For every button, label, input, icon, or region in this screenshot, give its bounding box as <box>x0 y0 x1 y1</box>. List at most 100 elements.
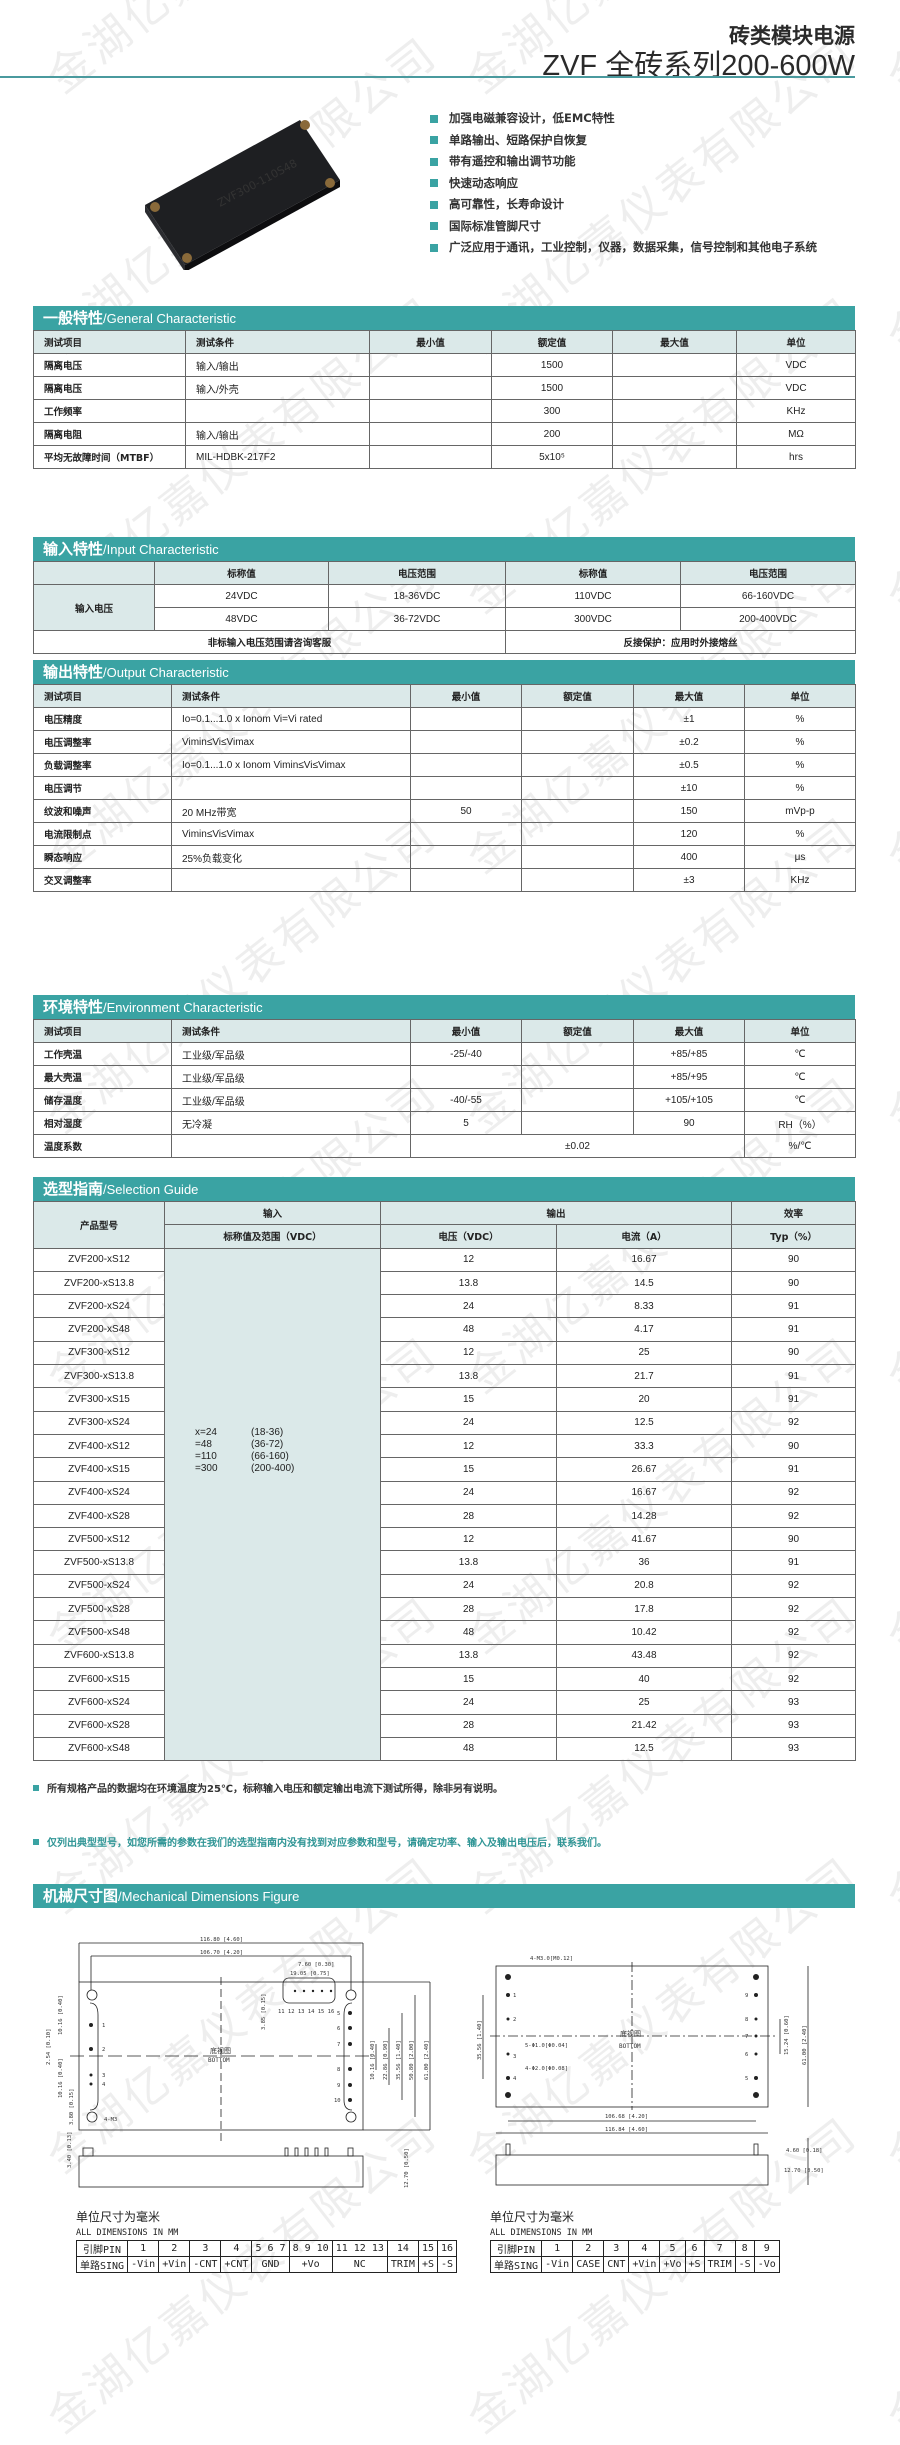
section-title-en: /Input Characteristic <box>103 542 219 557</box>
table-cell: 92 <box>731 1410 857 1435</box>
table-cell: 工业级/军品级 <box>171 1042 411 1066</box>
table-cell: 90 <box>731 1270 857 1296</box>
table-cell: 10.42 <box>555 1620 733 1645</box>
table-cell <box>521 730 634 754</box>
section-title-cn: 输出特性 <box>43 663 104 681</box>
feature-item: 国际标准管脚尺寸 <box>430 216 817 238</box>
watermark-text: 金湖亿嘉仪表有限公司 <box>31 0 449 105</box>
table-cell: 测试项目 <box>33 330 186 354</box>
feature-text: 国际标准管脚尺寸 <box>449 218 541 233</box>
table-cell: 14.28 <box>555 1503 733 1529</box>
table-cell <box>521 868 634 892</box>
table-cell: 90 <box>633 1111 745 1135</box>
table-cell: 标称值 <box>154 561 329 585</box>
table-cell: 电压调整率 <box>33 730 172 754</box>
sign-row: 单路SING -Vin +Vin -CNT +CNT GND +Vo NC TRIM +S -S <box>75 2256 458 2273</box>
table-row: 纹波和噪声 20 MHz带宽 50 150 mVp-p <box>33 799 856 823</box>
table-cell: 12 <box>380 1340 557 1366</box>
table-cell: 输入电压 <box>33 584 155 631</box>
table-cell: ZVF300-xS13.8 <box>33 1364 165 1389</box>
table-cell: 200 <box>491 422 613 446</box>
table-cell: ZVF200-xS13.8 <box>33 1270 165 1296</box>
table-cell <box>410 868 522 892</box>
table-header-row: 产品型号 输入 输出 效率 <box>33 1200 857 1249</box>
table-cell: % <box>744 753 856 777</box>
table-cell: 测试条件 <box>185 330 370 354</box>
table-cell: Io=0.1...1.0 x Ionom Vimin≤Vi≤Vimax <box>171 753 411 777</box>
table-cell: 91 <box>731 1457 857 1482</box>
table-cell <box>185 399 370 423</box>
table-cell: +105/+105 <box>633 1088 745 1112</box>
dim-label: 4-M3 <box>104 2117 117 2123</box>
table-cell: ±3 <box>633 868 745 892</box>
table-row: ZVF500-xS24 24 20.8 92 <box>33 1573 857 1599</box>
table-cell: KHz <box>744 868 856 892</box>
pin-label: 7 <box>745 2034 748 2040</box>
table-cell: 110VDC <box>505 584 681 608</box>
table-row: ZVF500-xS48 48 10.42 92 <box>33 1620 857 1645</box>
table-cell: 测试条件 <box>171 684 411 708</box>
table-row: ZVF500-xS13.8 13.8 36 91 <box>33 1550 857 1575</box>
feature-text: 带有遥控和输出调节功能 <box>449 154 576 168</box>
table-cell: -S <box>734 2256 755 2273</box>
table-row: 非标输入电压范围请咨询客服 反接保护：应用时外接熔丝 <box>33 630 856 654</box>
table-cell: 电压（VDC） <box>380 1224 557 1249</box>
table-cell: 93 <box>731 1690 857 1715</box>
table-cell: -Vin <box>127 2256 160 2273</box>
bullet-icon <box>33 1784 39 1791</box>
pin-label: 2 <box>513 2017 516 2023</box>
table-cell: 标称值 <box>505 561 681 585</box>
unit-note-cn: 单位尺寸为毫米 <box>490 2210 575 2224</box>
table-cell: 2 <box>158 2240 191 2257</box>
table-cell: 48 <box>380 1317 557 1342</box>
input-range: (66-160) <box>251 1450 289 1462</box>
table-row: ZVF600-xS48 48 12.5 93 <box>33 1736 857 1762</box>
table-cell: 28 <box>380 1713 557 1738</box>
table-cell: 90 <box>731 1247 857 1272</box>
table-row: 电压调节 ±10% <box>33 776 856 800</box>
table-cell: TRIM <box>703 2256 736 2273</box>
watermark-text: 金湖亿嘉仪表有限公司 <box>877 1327 900 1664</box>
table-row: ZVF400-xS12 12 33.3 90 <box>33 1433 857 1459</box>
table-cell: 25 <box>555 1340 733 1366</box>
section-title-cn: 机械尺寸图 <box>43 1887 119 1905</box>
table-cell: % <box>744 822 856 846</box>
table-cell <box>521 1088 634 1112</box>
dim-label: 4.60 [0.18] <box>786 2148 822 2154</box>
table-row: ZVF300-xS12 12 25 90 <box>33 1340 857 1366</box>
dim-label: 61.00 [2.40] <box>424 2040 430 2080</box>
table-cell: 9 <box>753 2240 780 2257</box>
dim-label: 3.80 [0.15] <box>69 2089 75 2125</box>
input-code: =48 <box>195 1438 212 1450</box>
table-cell: 16.67 <box>555 1480 733 1505</box>
table-cell: ±10 <box>633 776 745 800</box>
table-cell: 15 <box>380 1666 557 1692</box>
dim-label: 22.86 [0.90] <box>383 2040 389 2080</box>
dim-label: 15.24 [0.60] <box>784 2015 790 2055</box>
table-cell: ZVF200-xS48 <box>33 1317 165 1342</box>
table-cell: +Vo <box>288 2256 333 2273</box>
table-cell: 12 <box>380 1527 557 1552</box>
table-cell: ZVF600-xS48 <box>33 1736 165 1762</box>
table-cell: 120 <box>633 822 745 846</box>
table-cell: 无冷凝 <box>171 1111 411 1135</box>
table-cell: ±1 <box>633 707 745 731</box>
table-cell: 93 <box>731 1713 857 1738</box>
table-cell: 13.8 <box>380 1270 557 1296</box>
table-cell: 产品型号 <box>33 1201 165 1249</box>
table-cell: ZVF600-xS28 <box>33 1713 165 1738</box>
table-row: 储存温度 工业级/军品级 -40/-55 +105/+105 ℃ <box>33 1088 856 1112</box>
table-cell: 1500 <box>491 376 613 400</box>
environment-characteristic-section: 环境特性/Environment Characteristic 测试项目 测试条件… <box>33 995 856 1158</box>
table-cell: NC <box>331 2256 388 2273</box>
table-cell: TRIM <box>386 2256 419 2273</box>
table-cell: 16.67 <box>555 1247 733 1272</box>
table-cell: ZVF500-xS12 <box>33 1527 165 1552</box>
table-cell: 输入/输出 <box>185 353 370 377</box>
table-cell: 额定值 <box>521 684 634 708</box>
table-cell <box>171 776 411 800</box>
table-cell <box>521 1111 634 1135</box>
dim-label: 10.16 [0.40] <box>58 1995 64 2035</box>
table-cell: 92 <box>731 1573 857 1599</box>
table-cell <box>612 399 737 423</box>
